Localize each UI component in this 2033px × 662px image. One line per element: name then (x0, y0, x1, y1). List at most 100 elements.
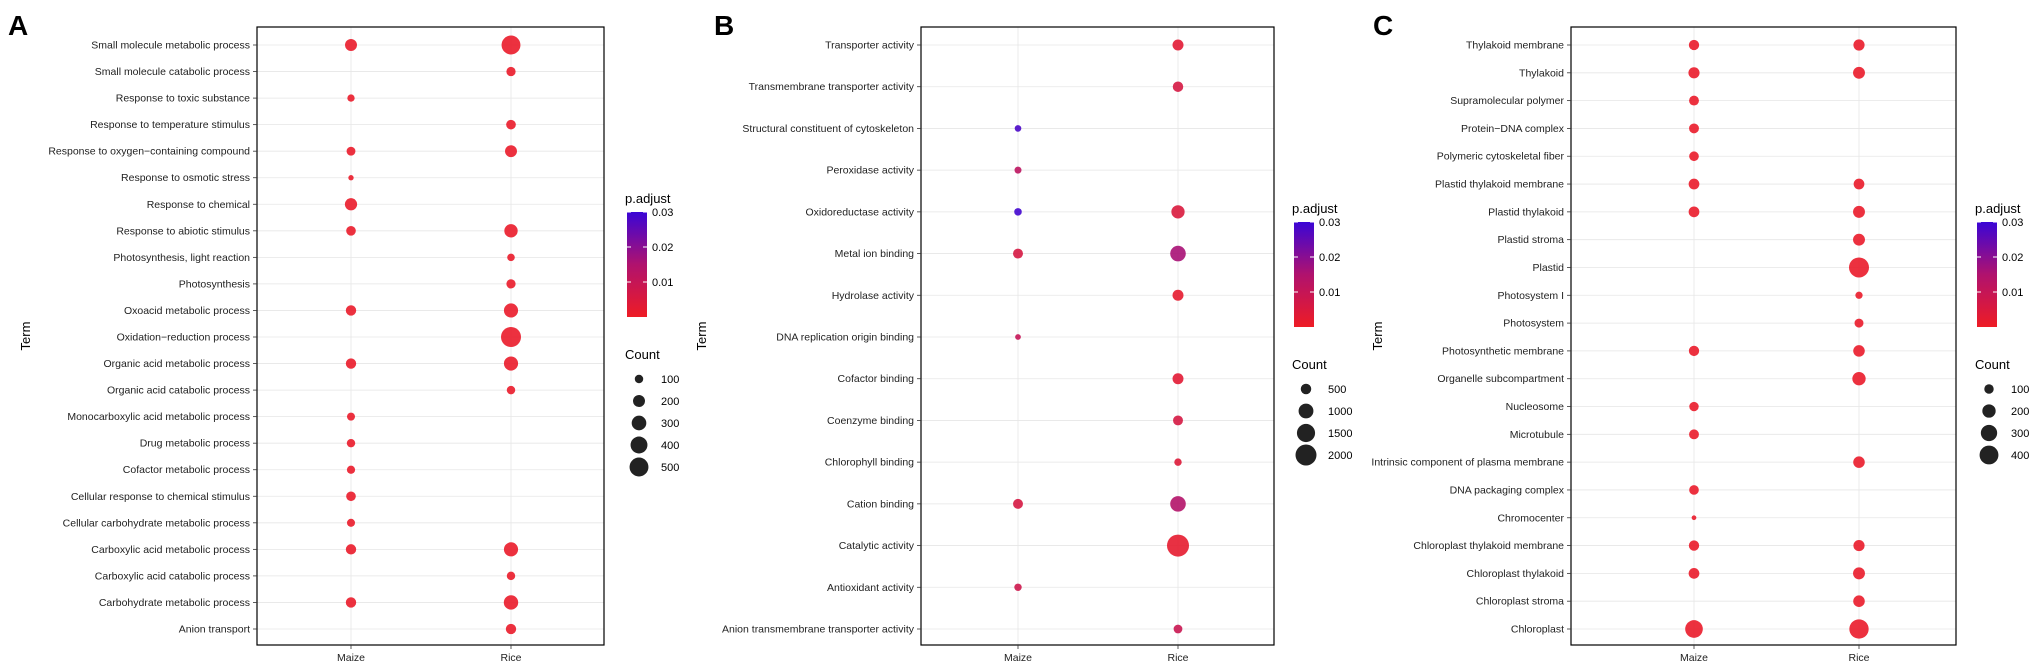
y-tick-label: Transmembrane transporter activity (749, 81, 915, 93)
data-point (1688, 345, 1700, 357)
size-legend-label: 400 (661, 440, 679, 452)
y-tick-label: Plastid (1532, 262, 1564, 274)
size-legend-dot (1295, 444, 1317, 466)
y-tick-label: Drug metabolic process (140, 438, 250, 450)
x-tick-label: Maize (337, 652, 365, 662)
size-legend-label: 2000 (1328, 450, 1352, 462)
y-tick-label: Hydrolase activity (832, 290, 915, 302)
data-point (346, 465, 356, 474)
size-legend-dot (1979, 445, 1999, 465)
size-legend-dot (1300, 383, 1312, 395)
data-point (346, 146, 356, 156)
y-tick-label: Chloroplast stroma (1476, 596, 1564, 608)
y-tick-label: Cellular response to chemical stimulus (71, 491, 250, 503)
data-point (506, 119, 516, 130)
data-point (1685, 620, 1703, 638)
plot-frame (256, 26, 605, 646)
y-tick-label: Chloroplast (1511, 624, 1564, 636)
data-point (346, 438, 356, 448)
panel-letter: A (8, 10, 28, 41)
data-point (345, 597, 357, 608)
color-legend-label: 0.01 (1319, 287, 1340, 299)
data-point (1854, 318, 1864, 328)
size-legend-dot (630, 436, 648, 454)
data-point (1688, 39, 1700, 51)
data-point (1853, 66, 1865, 79)
data-point (1853, 345, 1865, 357)
x-tick-label: Rice (500, 652, 521, 662)
data-point (1013, 248, 1023, 259)
data-point (1852, 372, 1866, 386)
data-point (506, 279, 516, 289)
y-tick-label: Organic acid catabolic process (107, 385, 250, 397)
data-point (1688, 206, 1700, 218)
color-legend-label: 0.03 (2002, 217, 2023, 229)
size-legend-label: 1000 (1328, 406, 1352, 418)
data-point (346, 518, 356, 527)
size-legend-dot (631, 415, 647, 431)
data-point (501, 327, 521, 347)
panel-B: B Transporter activity Transmembrane trans… (694, 10, 1352, 662)
data-point (1849, 619, 1869, 639)
size-legend-label: 100 (661, 374, 679, 386)
y-tick-label: Photosynthetic membrane (1442, 345, 1564, 357)
data-point (1688, 568, 1700, 579)
size-legend-label: 500 (661, 462, 679, 474)
data-point (346, 412, 356, 421)
y-tick-label: Nucleosome (1506, 401, 1565, 413)
y-tick-label: Photosynthesis, light reaction (113, 252, 250, 264)
data-point (1689, 429, 1699, 440)
y-tick-label: Cofactor binding (838, 373, 915, 385)
data-point (507, 253, 515, 262)
y-tick-label: Oxidoreductase activity (805, 206, 914, 218)
data-point (501, 35, 521, 55)
size-legend-label: 1500 (1328, 428, 1352, 440)
size-legend-dot (634, 374, 644, 384)
data-point (1688, 67, 1700, 79)
color-legend-title: p.adjust (1292, 201, 1338, 216)
data-point (1172, 81, 1184, 92)
size-legend-dot (633, 395, 645, 407)
data-point (1171, 205, 1185, 219)
y-tick-label: Chlorophyll binding (825, 457, 914, 469)
color-legend-bar (627, 212, 647, 317)
data-point (345, 305, 357, 316)
y-tick-label: Plastid stroma (1497, 234, 1564, 246)
y-tick-label: Carboxylic acid metabolic process (91, 544, 250, 556)
color-legend-label: 0.02 (1319, 252, 1340, 264)
y-tick-label: Metal ion binding (835, 248, 915, 260)
y-tick-label: Cofactor metabolic process (123, 464, 250, 476)
data-point (1853, 456, 1865, 468)
size-legend-label: 200 (2011, 406, 2029, 418)
y-tick-label: Anion transport (179, 624, 250, 636)
size-legend-label: 300 (2011, 428, 2029, 440)
y-tick-label: Structural constituent of cytoskeleton (742, 123, 914, 135)
data-point (347, 94, 355, 102)
data-point (1173, 624, 1183, 634)
color-legend-label: 0.01 (652, 277, 673, 289)
data-point (506, 385, 516, 395)
size-legend-label: 400 (2011, 450, 2029, 462)
data-point (1855, 291, 1863, 299)
y-tick-label: Small molecule metabolic process (91, 40, 250, 52)
y-tick-label: Thylakoid membrane (1466, 40, 1564, 52)
y-tick-label: Coenzyme binding (827, 415, 914, 427)
data-point (1014, 583, 1022, 591)
size-legend-label: 200 (661, 396, 679, 408)
data-point (503, 356, 519, 371)
data-point (1174, 458, 1182, 466)
y-tick-label: Supramolecular polymer (1450, 95, 1564, 107)
y-axis-title: Term (1370, 322, 1385, 351)
y-tick-label: Photosystem (1503, 318, 1564, 330)
data-point (1689, 401, 1699, 412)
data-point (346, 225, 356, 236)
y-tick-label: Oxidation−reduction process (117, 332, 250, 344)
y-tick-label: Carboxylic acid catabolic process (95, 570, 250, 582)
data-point (503, 303, 519, 318)
data-point (505, 145, 517, 158)
plot-area (257, 27, 604, 645)
size-legend-dot (1298, 403, 1314, 419)
color-legend-label: 0.02 (2002, 252, 2023, 264)
y-tick-label: Thylakoid (1519, 67, 1564, 79)
